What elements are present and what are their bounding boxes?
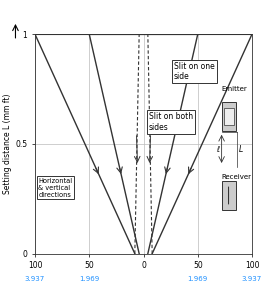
Text: Receiver: Receiver: [222, 174, 252, 180]
Text: ℓ: ℓ: [216, 145, 220, 154]
Text: L: L: [239, 145, 243, 154]
Text: 1.969: 1.969: [188, 276, 208, 282]
Bar: [222, 181, 236, 210]
Y-axis label: Setting distance L (mm ft): Setting distance L (mm ft): [3, 94, 12, 194]
Text: Slit on both
sides: Slit on both sides: [149, 112, 193, 132]
Text: Slit on one
side: Slit on one side: [174, 62, 215, 81]
Text: Horizontal
& vertical
directions: Horizontal & vertical directions: [38, 178, 72, 198]
Text: Emitter: Emitter: [222, 86, 247, 92]
Bar: [224, 108, 234, 125]
Text: 1.969: 1.969: [79, 276, 99, 282]
Text: 3.937: 3.937: [242, 276, 262, 282]
Text: 3.937: 3.937: [25, 276, 45, 282]
Bar: [222, 102, 236, 131]
